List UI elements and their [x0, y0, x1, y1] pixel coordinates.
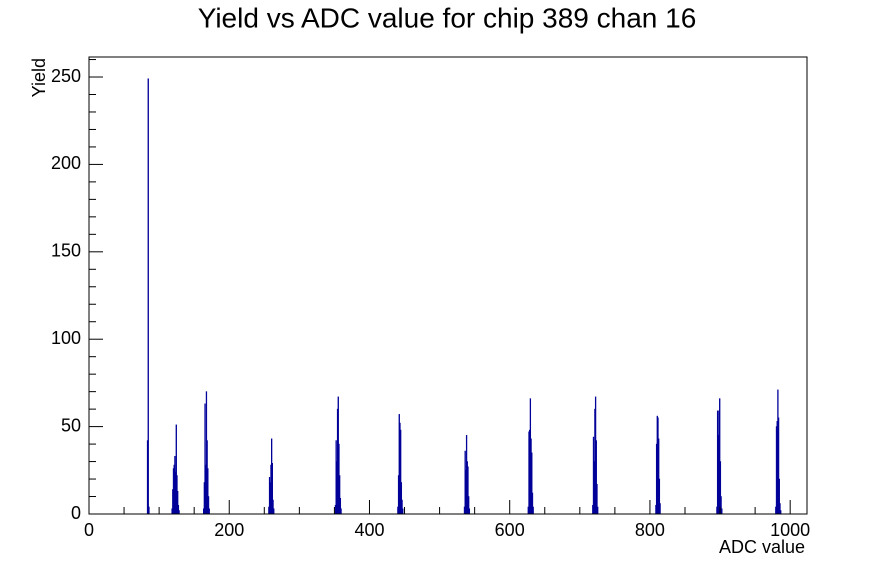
- x-tick-label: 800: [635, 520, 665, 540]
- y-tick-label: 0: [71, 503, 81, 523]
- y-tick-label: 50: [61, 415, 81, 435]
- histogram-bar: [208, 508, 210, 515]
- x-axis-title: ADC value: [719, 537, 805, 557]
- histogram-bar: [147, 78, 149, 515]
- histogram-bar: [402, 508, 404, 515]
- histogram-bar: [340, 508, 342, 515]
- chart-title: Yield vs ADC value for chip 389 chan 16: [198, 2, 697, 33]
- frame: [88, 56, 808, 515]
- y-tick-label: 200: [51, 153, 81, 173]
- x-tick-label: 600: [495, 520, 525, 540]
- histogram-bar: [468, 508, 471, 515]
- y-axis-title: Yield: [29, 58, 49, 97]
- histogram-bar: [659, 503, 661, 515]
- x-tick-label: 0: [84, 520, 94, 540]
- histogram-bar: [532, 506, 534, 515]
- x-tick-label: 1000: [770, 520, 810, 540]
- histogram-bar: [780, 510, 782, 515]
- x-tick-label: 200: [214, 520, 244, 540]
- histogram-bar: [273, 508, 275, 515]
- histogram-bar: [721, 508, 723, 515]
- y-tick-label: 250: [51, 66, 81, 86]
- histogram-bar: [178, 510, 180, 515]
- y-tick-label: 150: [51, 241, 81, 261]
- histogram-bar: [597, 506, 599, 515]
- x-tick-label: 400: [354, 520, 384, 540]
- histogram-bar: [148, 506, 150, 515]
- y-tick-label: 100: [51, 328, 81, 348]
